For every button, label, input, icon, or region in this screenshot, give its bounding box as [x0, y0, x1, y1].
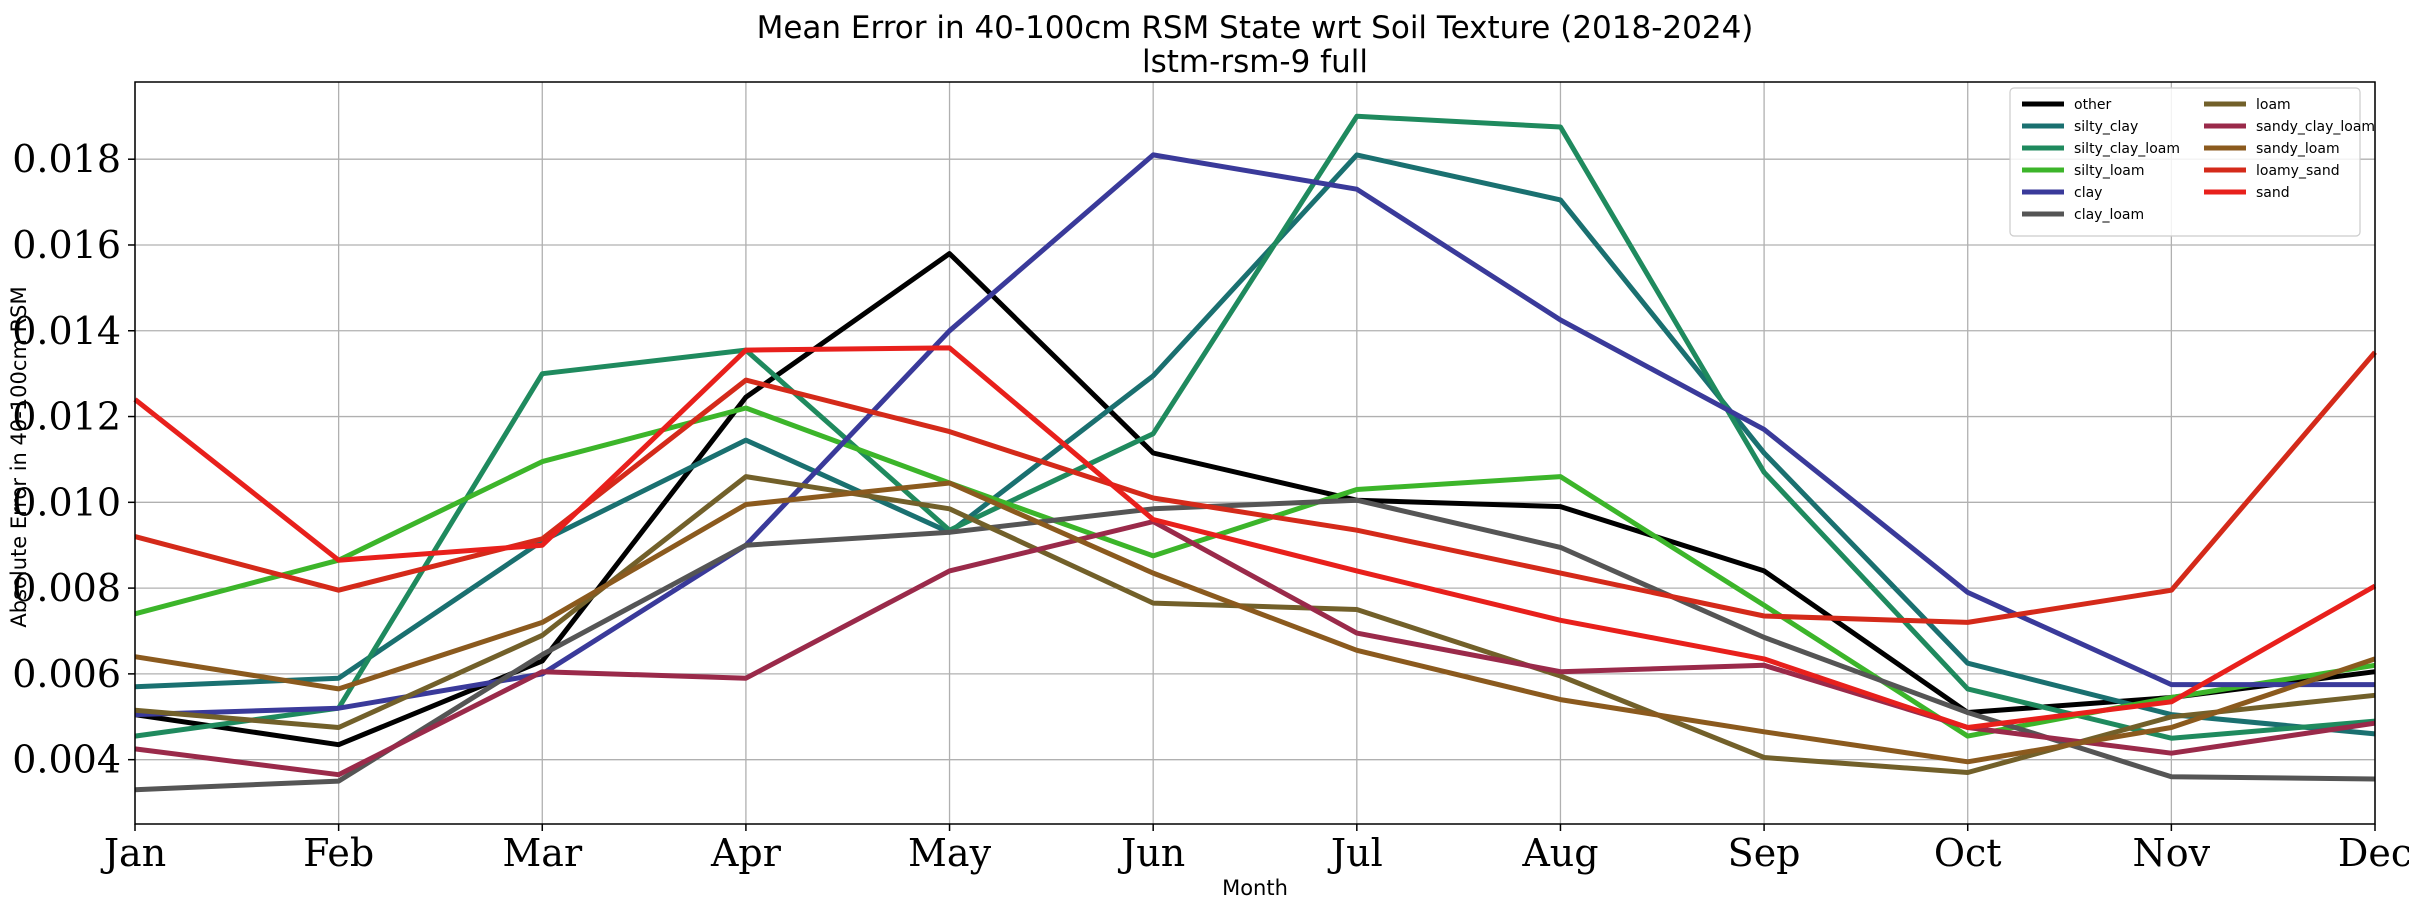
legend: other silty_clay silty_clay_loam silty_loam…	[2009, 87, 2375, 237]
series-line-loam	[134, 474, 2376, 775]
legend-label: loamy_sand	[2256, 163, 2340, 179]
legend-box	[2009, 87, 2361, 237]
y-tick-label: 0.012	[12, 395, 121, 439]
legend-label: other	[2074, 97, 2112, 113]
x-tick-label: Sep	[1728, 831, 1801, 875]
y-tick-label: 0.006	[12, 652, 121, 696]
x-tick-label: Feb	[303, 831, 374, 875]
series-line-silty_clay_loam	[134, 113, 2376, 741]
x-axis-label: Month	[1222, 876, 1288, 900]
series-line-sandy_clay_loam	[134, 519, 2376, 778]
series-line-other	[134, 251, 2376, 748]
legend-label: silty_clay_loam	[2074, 141, 2180, 157]
x-tick-label: Dec	[2338, 831, 2409, 875]
y-tick-label: 0.004	[12, 738, 121, 782]
y-tick-label: 0.018	[12, 137, 121, 181]
legend-label: silty_clay	[2074, 119, 2138, 135]
y-tick-label: 0.014	[12, 309, 121, 353]
x-tick-label: Jun	[1117, 831, 1185, 875]
legend-label: silty_loam	[2074, 163, 2145, 179]
x-tick-label: May	[908, 831, 992, 875]
series-line-sand	[133, 345, 2377, 730]
x-tick-label: Apr	[710, 831, 782, 875]
x-tick-label: Nov	[2133, 831, 2211, 875]
y-axis-label: Absolute Error in 40-100cm RSM	[7, 286, 31, 627]
x-tick-label: Mar	[502, 831, 583, 875]
chart-subtitle: lstm-rsm-9 full	[1142, 44, 1368, 80]
series-line-clay	[134, 152, 2375, 718]
legend-label: sand	[2256, 185, 2290, 201]
chart-title: Mean Error in 40-100cm RSM State wrt Soi…	[757, 10, 1754, 46]
y-tick-label: 0.010	[12, 480, 121, 524]
x-tick-label: Jul	[1327, 831, 1383, 875]
legend-label: loam	[2256, 97, 2291, 113]
legend-label: sandy_clay_loam	[2256, 119, 2375, 135]
x-tick-label: Oct	[1934, 831, 2002, 875]
legend-label: clay_loam	[2074, 207, 2144, 223]
x-tick-label: Jan	[100, 831, 166, 875]
y-tick-label: 0.016	[12, 223, 121, 267]
legend-label: sandy_loam	[2256, 141, 2340, 157]
series-line-silty_clay	[134, 152, 2376, 737]
tick-labels: Jan Feb Mar Apr May Jun Jul Aug Sep Oct Nov Dec 0.00…	[12, 137, 2409, 875]
series-lines	[133, 113, 2377, 793]
y-tick-label: 0.008	[12, 566, 121, 610]
x-tick-label: Aug	[1521, 831, 1598, 875]
series-line-sandy_loam	[134, 480, 2376, 765]
legend-label: clay	[2074, 185, 2102, 201]
plot-frame	[134, 81, 2376, 825]
